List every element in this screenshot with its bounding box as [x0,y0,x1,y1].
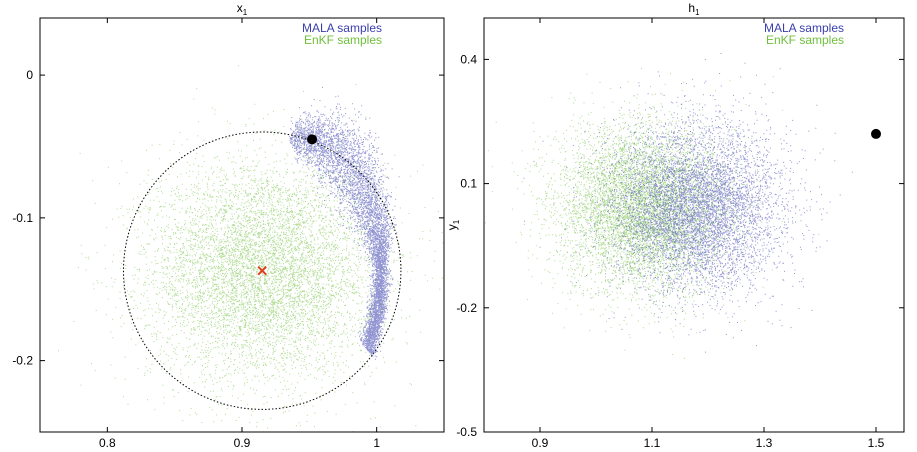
legend: MALA samples EnKF samples [764,21,844,47]
mala-sample-points [523,53,853,353]
dotted-circle [122,131,402,410]
plot-frame [483,17,905,433]
y-tick-label: -0.5 [456,425,477,439]
legend-enkf: EnKF samples [766,33,844,47]
x-tick-label: 1.1 [644,436,661,450]
x-tick-label: 0.8 [99,436,116,450]
mala-sample-points [288,86,400,360]
y-tick-label: 0.1 [460,177,477,191]
axis-ticks: 0.9 1.1 1.3 1.5 0.4 0.1 -0.2 -0.5 [456,18,904,450]
y-tick-label: -0.1 [12,211,33,225]
enkf-sample-points [58,65,445,433]
y-axis-label: y1 [445,219,461,230]
sample-points [485,53,853,359]
y-tick-label: -0.2 [12,354,33,368]
x-tick-label: 1 [373,436,380,450]
panel-x1: 0.8 0.9 1 0 -0.1 -0.2 x1 MALA samples EnKF sa… [12,1,445,450]
sample-points [58,65,445,433]
x-tick-label: 1.5 [868,436,885,450]
true-value-point [307,134,318,145]
y-tick-label: 0.4 [460,52,477,66]
panel-h1: 0.9 1.1 1.3 1.5 0.4 0.1 -0.2 -0.5 h1 y1 MALA sa… [445,1,905,450]
plot-title: x1 [237,1,248,17]
x-tick-label: 1.3 [756,436,773,450]
legend: MALA samples EnKF samples [302,21,382,47]
legend-enkf: EnKF samples [304,33,382,47]
true-value-point [871,128,881,139]
legend-mala: MALA samples [302,21,382,35]
plot-title: h1 [688,1,700,17]
axis-ticks: 0.8 0.9 1 0 -0.1 -0.2 [12,18,444,450]
y-tick-label: -0.2 [456,301,477,315]
x-tick-label: 0.9 [234,436,251,450]
y-tick-label: 0 [26,68,33,82]
estimate-cross-marker [257,265,267,276]
x-tick-label: 0.9 [532,436,549,450]
legend-mala: MALA samples [764,21,844,35]
